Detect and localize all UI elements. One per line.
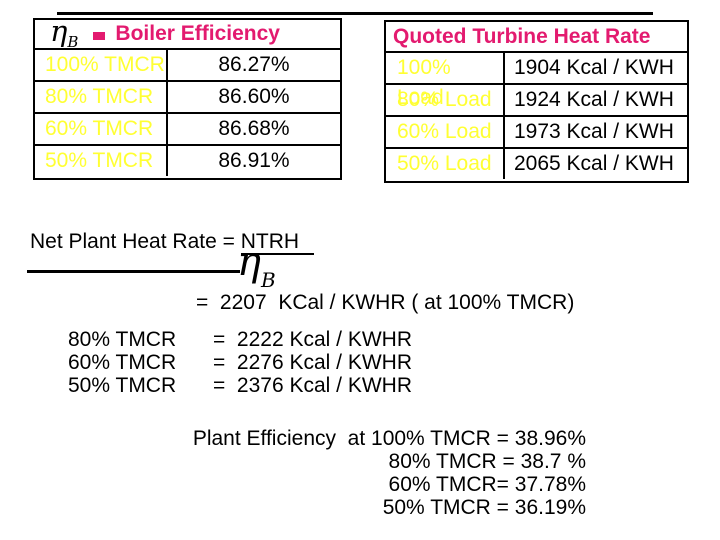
row-value: 86.68% [218,117,290,140]
list-item: 50% TMCR = 2376 Kcal / KWHR [68,374,412,397]
table-row: 60% TMCR 86.68% [35,114,340,146]
table-row: 100% Load 1904 Kcal / KWH [386,53,687,109]
turbine-table-title: Quoted Turbine Heat Rate [393,24,651,48]
turbine-table-header: Quoted Turbine Heat Rate [386,22,687,53]
row-label: 80% TMCR [35,82,168,112]
title-underline-bar [57,12,653,15]
row-label: 100% Load [386,53,505,109]
formula-result: = 2207 KCal / KWHR ( at 100% TMCR) [196,291,575,314]
boiler-efficiency-table: ηB Boiler Efficiency 100% TMCR 86.27% 80… [33,13,342,180]
table-row: 100% TMCR 86.27% [35,50,340,82]
table-row: 80% Load 1924 Kcal / KWH [386,85,687,117]
row-value: 86.27% [218,53,290,76]
list-item-value: = 2222 Kcal / KWHR [213,328,412,351]
net-plant-heat-rate-formula: Net Plant Heat Rate = NTRH [30,230,315,255]
row-value: 1973 Kcal / KWH [514,120,674,143]
row-label: 100% TMCR [35,50,168,80]
heat-rate-list: 80% TMCR = 2222 Kcal / KWHR 60% TMCR = 227… [68,328,412,397]
row-value: 1924 Kcal / KWH [514,88,674,111]
row-value: 1904 Kcal / KWH [514,56,674,79]
row-label: 80% Load [386,85,505,115]
summary-line: Plant Efficiency at 100% TMCR = 38.96% [192,427,586,450]
fraction-bar [27,270,240,273]
table-row: 50% Load 2065 Kcal / KWH [386,149,687,179]
list-item-value: = 2376 Kcal / KWHR [213,374,412,397]
row-label: 50% Load [386,149,505,179]
list-item-label: 50% TMCR [68,374,177,397]
table-row: 80% TMCR 86.60% [35,82,340,114]
formula-numerator: NTRH [240,230,315,255]
row-value: 2065 Kcal / KWH [514,152,674,175]
row-label: 50% TMCR [35,146,168,176]
table-row: 60% Load 1973 Kcal / KWH [386,117,687,149]
equals-glyph [93,31,106,40]
row-label: 60% Load [386,117,505,147]
eta-symbol: η [237,239,261,285]
row-value: 86.91% [218,149,290,172]
table-row: 50% TMCR 86.91% [35,146,340,176]
list-item-value: = 2276 Kcal / KWHR [213,351,412,374]
formula-denominator: ηB [237,242,276,292]
boiler-table-title: Boiler Efficiency [115,22,280,45]
summary-line: 60% TMCR= 37.78% [388,473,586,496]
eta-symbol: ηB [50,13,79,51]
boiler-table-header: ηB Boiler Efficiency [35,13,340,51]
list-item: 80% TMCR = 2222 Kcal / KWHR [68,328,412,351]
eta-subscript: B [260,268,276,292]
list-item-label: 60% TMCR [68,351,177,374]
formula-lead: Net Plant Heat Rate = [30,230,241,253]
summary-line: 80% TMCR = 38.7 % [388,450,586,473]
efficiency-summary: Plant Efficiency at 100% TMCR = 38.96% 8… [180,427,586,519]
list-item-label: 80% TMCR [68,328,177,351]
summary-line: 50% TMCR = 36.19% [382,496,586,519]
list-item: 60% TMCR = 2276 Kcal / KWHR [68,351,412,374]
row-value: 86.60% [218,85,290,108]
row-label: 60% TMCR [35,114,168,144]
turbine-heat-rate-table: Quoted Turbine Heat Rate 100% Load 1904 … [384,20,689,183]
